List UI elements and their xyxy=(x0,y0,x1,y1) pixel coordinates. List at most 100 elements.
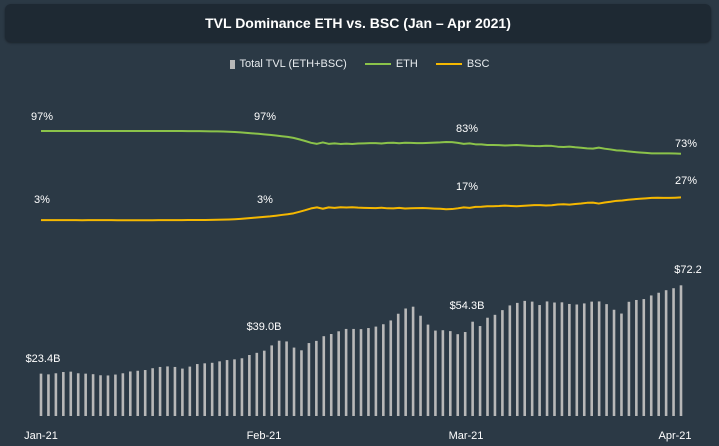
tvl-bar xyxy=(300,350,303,416)
tvl-bar xyxy=(382,324,385,416)
tvl-bar xyxy=(329,334,333,416)
tvl-bar xyxy=(627,301,631,416)
legend-item-total: Total TVL (ETH+BSC) xyxy=(229,58,347,70)
tvl-bar xyxy=(240,358,244,416)
data-label: $72.2 xyxy=(674,264,702,276)
tvl-bar xyxy=(136,370,140,416)
data-label: $23.4B xyxy=(26,353,61,365)
data-label: $54.3B xyxy=(450,300,485,312)
tvl-bar xyxy=(248,355,251,416)
tvl-bar xyxy=(642,299,646,416)
tvl-bar xyxy=(679,285,683,416)
tvl-bar xyxy=(538,305,541,416)
tvl-bar xyxy=(337,331,340,416)
tvl-bar xyxy=(582,303,586,416)
tvl-bar xyxy=(575,304,579,416)
tvl-bar xyxy=(486,317,489,416)
tvl-bar xyxy=(649,295,653,416)
data-label: 97% xyxy=(31,111,53,123)
tvl-bar xyxy=(69,371,73,416)
tvl-bar xyxy=(114,374,117,416)
x-tick-label: Feb-21 xyxy=(247,430,282,442)
tvl-bar xyxy=(143,370,147,416)
tvl-bar xyxy=(434,330,437,416)
tvl-bar xyxy=(449,331,452,416)
tvl-bar xyxy=(225,360,229,416)
data-label: 73% xyxy=(675,138,697,150)
tvl-bar xyxy=(463,332,467,416)
data-label: 27% xyxy=(675,175,697,187)
tvl-bar xyxy=(84,373,87,416)
tvl-bar xyxy=(233,359,236,416)
tvl-bar xyxy=(210,362,214,416)
tvl-bar xyxy=(91,374,95,416)
tvl-bar xyxy=(47,374,50,416)
tvl-bar xyxy=(396,313,400,417)
tvl-bar xyxy=(597,301,601,416)
tvl-bar xyxy=(672,288,675,416)
tvl-bar xyxy=(292,347,296,416)
tvl-bar xyxy=(54,373,58,416)
tvl-bar xyxy=(62,372,65,416)
tvl-bar xyxy=(195,364,199,416)
legend-swatch-total xyxy=(229,59,235,69)
tvl-bar xyxy=(568,303,571,416)
tvl-bar xyxy=(344,328,348,416)
eth-line xyxy=(41,129,682,155)
data-label: 17% xyxy=(456,181,478,193)
legend-item-eth: ETH xyxy=(364,58,418,70)
tvl-bar xyxy=(99,375,102,416)
data-label: 97% xyxy=(254,111,276,123)
tvl-bar xyxy=(545,301,549,416)
tvl-bar xyxy=(129,371,132,416)
tvl-bar xyxy=(478,326,482,416)
tvl-bar xyxy=(493,314,497,416)
tvl-bar xyxy=(620,313,623,416)
data-label: 3% xyxy=(34,194,50,206)
chart-legend: Total TVL (ETH+BSC) ETH BSC xyxy=(0,58,719,70)
tvl-bar xyxy=(389,320,393,416)
tvl-bar xyxy=(515,302,519,417)
x-tick-label: Jan-21 xyxy=(24,430,58,442)
tvl-bar xyxy=(530,301,534,416)
tvl-bar xyxy=(121,373,125,416)
tvl-bar xyxy=(523,300,527,416)
tvl-bar xyxy=(635,299,638,416)
legend-label-bsc: BSC xyxy=(466,58,490,70)
legend-swatch-eth xyxy=(364,63,391,65)
tvl-bar xyxy=(441,330,445,416)
tvl-bar xyxy=(181,368,184,416)
tvl-bar xyxy=(657,292,660,416)
tvl-bar xyxy=(307,343,311,416)
tvl-bar xyxy=(218,361,221,416)
tvl-bar xyxy=(612,309,616,416)
tvl-bar xyxy=(322,336,326,416)
tvl-bar xyxy=(560,302,564,416)
tvl-bar xyxy=(151,368,154,416)
legend-label-eth: ETH xyxy=(395,58,418,70)
tvl-bar xyxy=(188,366,192,416)
legend-item-bsc: BSC xyxy=(435,58,490,70)
chart-title: TVL Dominance ETH vs. BSC (Jan – Apr 202… xyxy=(205,15,511,31)
tvl-bar xyxy=(367,328,370,416)
tvl-bar xyxy=(166,366,169,416)
tvl-bar xyxy=(471,321,474,416)
legend-swatch-bsc xyxy=(435,63,462,65)
tvl-bar xyxy=(270,345,273,416)
tvl-bar xyxy=(352,328,355,416)
tvl-bar xyxy=(76,373,80,416)
tvl-bar xyxy=(315,340,318,416)
tvl-bar xyxy=(203,363,207,416)
x-tick-label: Mar-21 xyxy=(449,430,484,442)
tvl-bar xyxy=(426,324,430,417)
tvl-bar xyxy=(255,352,259,416)
tvl-bar xyxy=(605,304,608,416)
tvl-bar xyxy=(501,310,504,417)
tvl-bar xyxy=(508,305,512,416)
tvl-bar xyxy=(553,302,556,416)
tvl-bar xyxy=(374,326,378,416)
data-label: 83% xyxy=(456,123,478,135)
tvl-bar xyxy=(359,329,363,416)
tvl-bar xyxy=(39,373,43,416)
